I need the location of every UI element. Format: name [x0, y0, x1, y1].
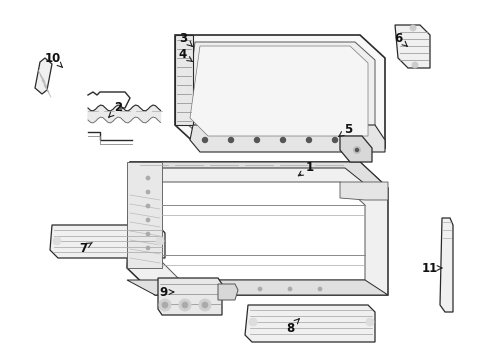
Circle shape [306, 138, 311, 143]
Circle shape [202, 138, 207, 143]
Text: 7: 7 [79, 242, 92, 255]
Circle shape [146, 204, 150, 208]
Text: 5: 5 [338, 123, 351, 136]
Circle shape [182, 302, 187, 308]
Circle shape [227, 287, 231, 291]
Polygon shape [158, 278, 222, 315]
Circle shape [228, 138, 233, 143]
Polygon shape [175, 35, 384, 148]
Polygon shape [218, 284, 238, 300]
Circle shape [156, 237, 163, 245]
Polygon shape [244, 305, 374, 342]
Text: 11: 11 [421, 261, 441, 274]
Circle shape [198, 287, 202, 291]
Polygon shape [35, 58, 52, 94]
Circle shape [355, 148, 358, 152]
Circle shape [199, 299, 210, 311]
Circle shape [146, 176, 150, 180]
Polygon shape [127, 162, 162, 268]
Circle shape [159, 299, 171, 311]
Circle shape [146, 190, 150, 194]
Circle shape [358, 138, 363, 143]
Polygon shape [394, 25, 429, 68]
Circle shape [287, 287, 291, 291]
Text: 8: 8 [285, 319, 299, 334]
Circle shape [280, 138, 285, 143]
Text: 2: 2 [108, 102, 122, 117]
Circle shape [168, 287, 172, 291]
Polygon shape [190, 46, 367, 136]
Circle shape [146, 246, 150, 250]
Polygon shape [50, 225, 164, 258]
Circle shape [202, 302, 207, 308]
Circle shape [146, 218, 150, 222]
Polygon shape [184, 42, 374, 140]
Circle shape [179, 299, 191, 311]
Circle shape [353, 147, 360, 153]
Circle shape [146, 232, 150, 236]
Circle shape [254, 138, 259, 143]
Polygon shape [157, 182, 364, 280]
Polygon shape [127, 280, 387, 295]
Circle shape [332, 138, 337, 143]
Circle shape [53, 237, 61, 245]
Text: 9: 9 [159, 285, 173, 298]
Text: 1: 1 [298, 162, 313, 176]
Polygon shape [130, 162, 387, 188]
Text: 4: 4 [179, 49, 192, 62]
Polygon shape [339, 182, 387, 200]
Polygon shape [127, 162, 387, 295]
Circle shape [409, 25, 415, 31]
Text: 10: 10 [45, 51, 62, 67]
Circle shape [248, 318, 257, 326]
Polygon shape [439, 218, 452, 312]
Circle shape [365, 318, 373, 326]
Text: 6: 6 [393, 31, 407, 46]
Circle shape [162, 302, 168, 308]
Circle shape [411, 62, 417, 68]
Polygon shape [339, 136, 371, 162]
Polygon shape [175, 35, 193, 125]
Text: 3: 3 [179, 31, 192, 46]
Polygon shape [190, 125, 384, 152]
Circle shape [258, 287, 262, 291]
Polygon shape [88, 105, 160, 123]
Circle shape [317, 287, 321, 291]
